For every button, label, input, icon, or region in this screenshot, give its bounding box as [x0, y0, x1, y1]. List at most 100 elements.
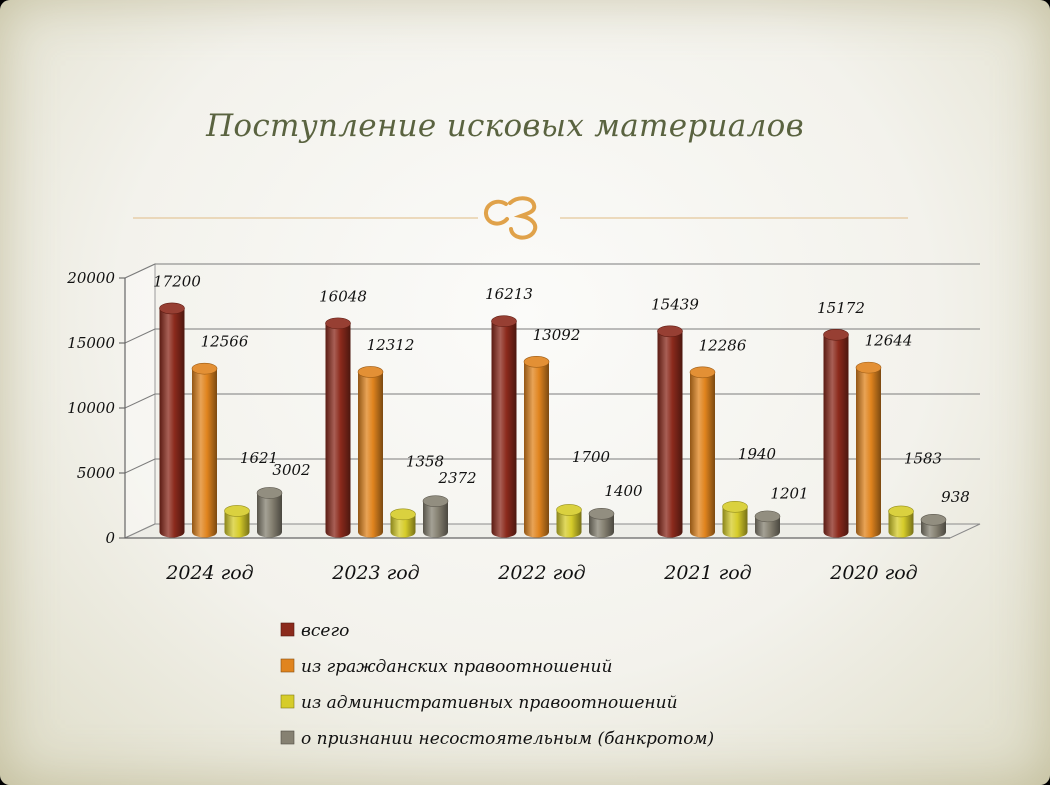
bar-top	[357, 366, 384, 378]
data-label: 12644	[865, 332, 913, 350]
bar-top	[556, 504, 582, 516]
gridline-depth	[124, 263, 156, 279]
bar	[823, 328, 849, 538]
ornament-divider	[133, 196, 908, 240]
legend: всего из гражданских правоотношений из адм…	[280, 621, 714, 749]
data-label: 1201	[770, 484, 808, 502]
bar-top	[754, 510, 781, 523]
legend-label: о признании несостоятельным (банкротом)	[301, 729, 714, 749]
bar-top	[855, 361, 882, 374]
floor	[124, 523, 981, 539]
bar	[159, 302, 185, 538]
bar	[855, 361, 882, 538]
bar-body	[524, 361, 549, 538]
bar-body	[690, 372, 715, 538]
bar	[722, 500, 748, 538]
y-tick-label: 15000	[67, 334, 115, 352]
data-label: 13092	[533, 326, 581, 344]
data-label: 1400	[604, 482, 643, 500]
bar	[754, 510, 781, 538]
bar-body	[589, 513, 614, 538]
bar	[888, 505, 914, 538]
bar	[657, 325, 683, 538]
data-label: 16213	[485, 285, 533, 303]
bar-body	[390, 514, 416, 538]
y-tick-label: 0	[105, 529, 115, 547]
bar-top	[224, 505, 250, 517]
bar-body	[722, 506, 748, 538]
bar-top	[722, 500, 748, 513]
bar-top	[256, 487, 283, 499]
bar-top	[920, 514, 947, 526]
data-label: 1358	[406, 452, 444, 470]
bar-body	[423, 501, 448, 538]
bar-body	[856, 367, 881, 538]
swash-ornament-icon	[483, 196, 538, 240]
bar-body	[358, 371, 383, 538]
data-label: 17200	[153, 272, 201, 290]
bar	[491, 315, 517, 538]
y-tick-label: 10000	[67, 399, 115, 417]
data-label: 3002	[272, 461, 310, 479]
bar-body	[556, 509, 582, 538]
data-label: 1940	[738, 445, 777, 463]
gridline-depth	[124, 328, 156, 344]
bar	[588, 507, 615, 538]
bar	[325, 317, 351, 538]
legend-label: всего	[301, 621, 349, 641]
bar-top	[823, 328, 849, 341]
data-label: 938	[941, 488, 970, 506]
data-label: 1700	[572, 448, 611, 466]
bar-top	[689, 366, 716, 379]
bar-top	[657, 325, 683, 338]
category-label: 2022 год	[497, 562, 585, 584]
bar-body	[755, 516, 780, 538]
bar-body	[823, 334, 849, 538]
chart-title: Поступление исковых материалов	[206, 108, 804, 144]
bar	[256, 487, 283, 538]
bar	[920, 514, 947, 538]
category-label: 2020 год	[829, 562, 917, 584]
bar-top	[588, 507, 615, 520]
y-tick-label: 5000	[77, 464, 116, 482]
bar	[689, 366, 716, 538]
data-label: 16048	[319, 287, 367, 305]
bar	[224, 505, 250, 538]
bar-body	[491, 321, 517, 538]
legend-swatch	[280, 694, 295, 709]
bar	[357, 366, 384, 538]
gridline-depth	[124, 458, 156, 474]
data-label: 1621	[240, 449, 278, 467]
bar-top	[491, 315, 517, 328]
bar-body	[159, 308, 185, 538]
data-label: 12566	[201, 333, 249, 351]
bar-body	[888, 511, 914, 538]
bar	[422, 495, 449, 538]
bar-top	[390, 508, 416, 521]
legend-swatch	[280, 658, 295, 673]
bar-body	[657, 331, 683, 538]
bar	[390, 508, 416, 538]
category-label: 2021 год	[663, 562, 751, 584]
data-label: 12286	[699, 336, 747, 354]
bar-top	[159, 302, 185, 315]
data-label: 2372	[437, 469, 476, 487]
bar-top	[523, 356, 550, 368]
bar-body	[257, 492, 282, 538]
category-label: 2024 год	[165, 562, 253, 584]
legend-swatch	[280, 622, 295, 637]
bar-body	[325, 323, 351, 538]
bar-top	[191, 362, 218, 375]
gridline-depth	[124, 393, 156, 409]
bar	[556, 504, 582, 538]
bar-top	[422, 495, 449, 507]
plot-area: 0 5000 10000 15000 20000 2024 год 17200 12566 16…	[66, 263, 981, 584]
data-label: 15172	[817, 299, 865, 317]
data-label: 1583	[904, 449, 942, 467]
data-label: 15439	[651, 295, 699, 313]
data-label: 12312	[367, 336, 415, 354]
legend-label: из гражданских правоотношений	[301, 657, 612, 677]
bar-top	[325, 317, 351, 330]
